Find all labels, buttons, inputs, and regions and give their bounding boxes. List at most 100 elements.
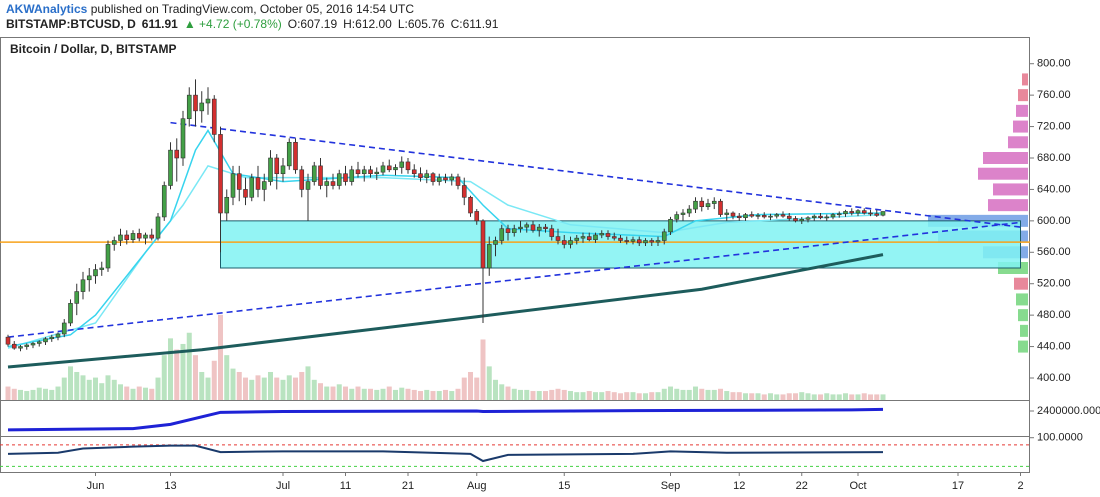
obv-line	[7, 407, 884, 432]
volume-bar	[811, 394, 817, 400]
candle-body	[268, 157, 273, 182]
volume-bar	[199, 371, 205, 400]
last: 611.91	[142, 17, 178, 31]
candle-body	[624, 240, 630, 242]
volume-profile-bar	[983, 152, 1028, 164]
volume-bar	[243, 377, 248, 400]
candle-body	[830, 214, 836, 218]
candle-body	[449, 176, 455, 181]
y-tick-label: 480.00	[1037, 309, 1071, 321]
volume-bar	[486, 366, 492, 400]
volume-bar	[499, 384, 505, 400]
candle-body	[30, 343, 36, 346]
indicator-panels	[0, 407, 1030, 467]
candle-body	[574, 237, 580, 241]
volume-bar	[380, 388, 386, 400]
candle-body	[743, 214, 748, 219]
candle-body	[711, 200, 717, 204]
volume-bar	[43, 388, 48, 400]
volume-bar	[18, 389, 23, 400]
candle-body	[68, 303, 73, 324]
volume-bar	[493, 379, 498, 400]
candle-body	[636, 239, 642, 244]
candle-body	[86, 275, 92, 281]
candle-body	[780, 214, 786, 217]
volume-bar	[355, 386, 361, 400]
candle-body	[218, 134, 223, 214]
volume-bar	[736, 392, 742, 400]
candle-body	[599, 233, 605, 236]
change: ▲ +4.72 (+0.78%)	[184, 17, 282, 31]
volume-bar	[680, 389, 686, 400]
volume-bar	[880, 394, 886, 400]
volume-bar	[268, 371, 273, 400]
volume-bar	[405, 388, 411, 400]
volume-bar	[724, 391, 730, 400]
volume-profile-bar	[1018, 309, 1028, 322]
candle-body	[555, 236, 561, 241]
candle-body	[561, 240, 567, 245]
y-tick-label: 680.00	[1037, 152, 1071, 164]
trendline	[170, 121, 1021, 228]
candle-body	[111, 240, 117, 245]
volume-profile-bar	[988, 199, 1028, 212]
candle-body	[149, 234, 155, 239]
volume-bar	[661, 388, 667, 400]
volume-bar	[311, 379, 317, 400]
candle-body	[874, 213, 880, 216]
candle-body	[205, 98, 211, 104]
volume-bar	[155, 377, 161, 400]
oscillator-line	[7, 444, 884, 463]
candle-body	[661, 231, 667, 241]
volume-bar	[586, 391, 592, 400]
volume-bar	[330, 386, 336, 400]
candle-body	[836, 213, 842, 216]
volume-bar	[230, 368, 236, 400]
volume-bar	[599, 392, 605, 400]
volume-profile-bar	[1016, 293, 1028, 306]
volume-bar	[149, 388, 155, 400]
volume-bar	[80, 375, 86, 400]
candle-body	[443, 177, 448, 181]
candle-body	[405, 161, 411, 171]
volume-bar	[743, 393, 748, 400]
candle-body	[680, 212, 686, 215]
volume-bar	[280, 379, 286, 400]
volume-bar	[780, 394, 786, 400]
header-line: AKWAnalytics published on TradingView.co…	[6, 2, 414, 16]
volume-bar	[580, 392, 586, 400]
volume-bar	[624, 392, 630, 400]
volume-bar	[86, 379, 92, 400]
volume-bar	[774, 394, 780, 400]
candle-body	[243, 189, 248, 198]
candle-body	[699, 200, 705, 208]
candle-body	[349, 169, 355, 182]
candle-body	[324, 181, 330, 186]
candle-body	[530, 224, 536, 231]
volume-bar	[399, 387, 405, 400]
volume-bar	[436, 391, 442, 400]
volume-bar	[74, 371, 80, 400]
author[interactable]: AKWAnalytics	[6, 2, 88, 16]
volume-bar	[855, 394, 861, 400]
volume-bar	[336, 384, 342, 400]
candle-body	[174, 149, 180, 159]
volume-bar	[749, 393, 755, 400]
candle-body	[393, 167, 398, 171]
candle-body	[618, 237, 623, 241]
candle-body	[330, 181, 336, 186]
volume-bar	[630, 392, 636, 400]
candle-body	[186, 94, 192, 120]
symbol: BITSTAMP:BTCUSD, D	[6, 17, 136, 31]
volume-bar	[830, 394, 836, 400]
x-tick-label: 22	[796, 480, 808, 492]
volume-bar	[349, 388, 355, 400]
volume-bar	[505, 386, 511, 400]
candle-body	[355, 169, 361, 175]
volume-bar	[105, 375, 111, 400]
ohlc-low: L:605.76	[398, 17, 445, 31]
ohlc-high: H:612.00	[343, 17, 392, 31]
candle-body	[524, 224, 530, 228]
candle-body	[730, 212, 736, 217]
